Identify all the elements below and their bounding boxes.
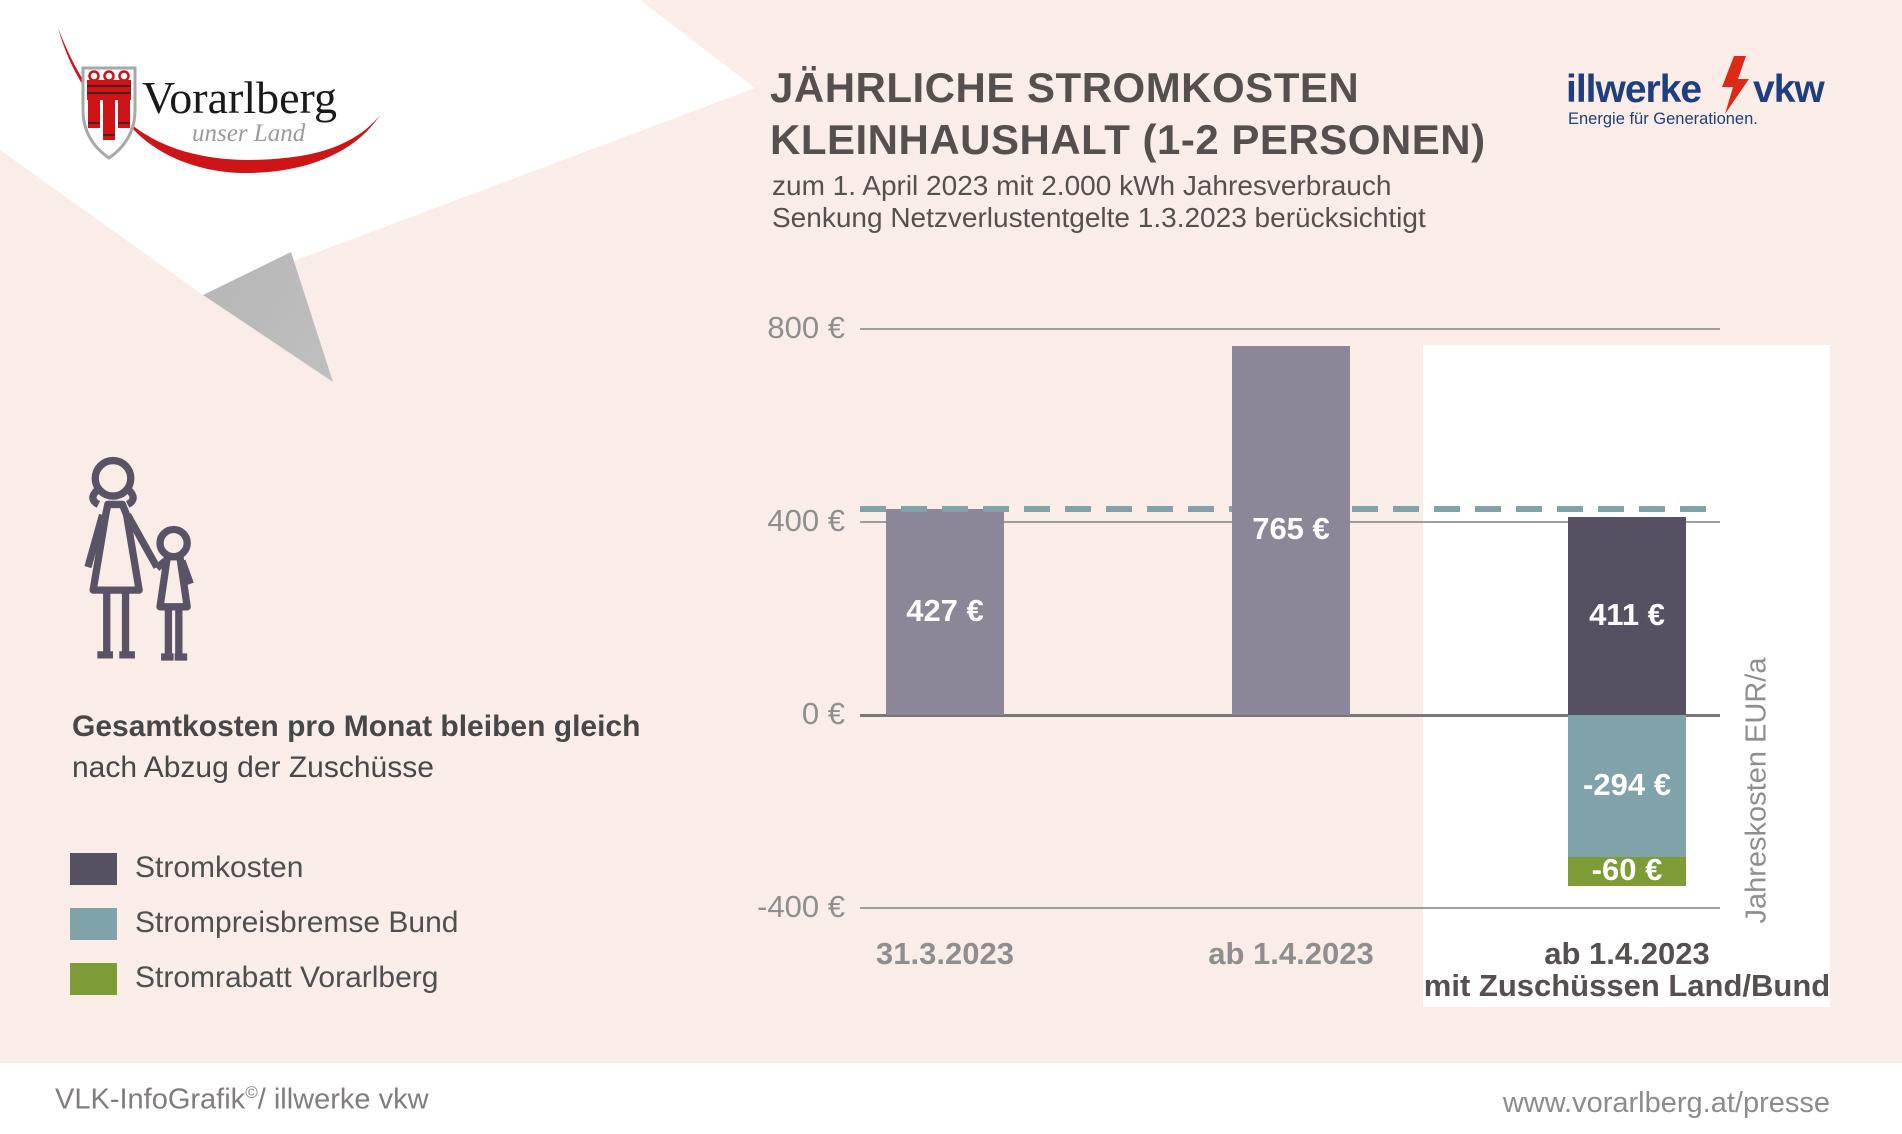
illwerke-logo-text: illwerke: [1566, 68, 1702, 111]
gridline--400: [860, 907, 1720, 909]
legend-label-2: Strompreisbremse Bund: [135, 906, 459, 939]
x-category-label: ab 1.4.2023: [1208, 936, 1374, 971]
vorarlberg-logo: Vorarlberg unser Land: [58, 28, 380, 174]
bar-value-label: 765 €: [1252, 511, 1330, 547]
legend-swatch-1: [70, 853, 117, 885]
y-tick-label--400: -400 €: [757, 889, 845, 924]
footer-credit-main: VLK-InfoGrafik: [55, 1083, 246, 1116]
bar-value-label: 427 €: [906, 592, 984, 628]
footer-url: www.vorarlberg.at/presse: [1502, 1087, 1830, 1119]
bar-segment: [886, 508, 1004, 715]
bar-segment: [1568, 516, 1686, 715]
gridline-800: [860, 328, 1720, 330]
copyright-symbol: ©: [245, 1083, 258, 1102]
page-title-line2: KLEINHAUSHALT (1-2 PERSONEN): [770, 116, 1486, 163]
legend-swatch-2: [70, 908, 117, 940]
mother-child-icon: [84, 456, 194, 661]
x-category-label: mit Zuschüssen Land/Bund: [1423, 968, 1831, 1003]
y-tick-label-800: 800 €: [767, 310, 845, 345]
y-tick-label-400: 400 €: [767, 503, 845, 538]
vkw-logo-text: vkw: [1753, 68, 1825, 111]
footer-credit: VLK-InfoGrafik©/ illwerke vkw: [55, 1083, 429, 1117]
bar-value-label: -60 €: [1591, 852, 1663, 888]
page-subtitle-line1: zum 1. April 2023 mit 2.000 kWh Jahresve…: [772, 170, 1392, 201]
x-category-label: ab 1.4.2023: [1544, 936, 1710, 971]
note-regular: nach Abzug der Zuschüsse: [72, 751, 434, 784]
bar-value-label: 411 €: [1589, 596, 1665, 632]
legend-label-1: Stromkosten: [135, 851, 304, 884]
gridline-0: [860, 713, 1720, 717]
y-tick-label-0: 0 €: [801, 696, 845, 731]
page-subtitle-line2: Senkung Netzverlustentgelte 1.3.2023 ber…: [772, 202, 1426, 233]
lightning-bolt-icon: [1722, 56, 1749, 114]
vorarlberg-logo-wordmark: Vorarlberg: [142, 72, 337, 123]
logo-swoosh-main-icon: [124, 115, 380, 174]
legend-swatch-3: [70, 963, 117, 995]
footer-credit-rest: / illwerke vkw: [257, 1083, 429, 1116]
note-bold: Gesamtkosten pro Monat bleiben gleich: [72, 710, 641, 743]
footer-band: [0, 1063, 1902, 1134]
bar-segment: [1568, 856, 1686, 886]
page-title-line1: JÄHRLICHE STROMKOSTEN: [770, 64, 1360, 111]
bar-value-label: -294 €: [1583, 766, 1671, 802]
vorarlberg-logo-tagline: unser Land: [192, 120, 306, 147]
x-category-label: 31.3.2023: [876, 936, 1014, 971]
illwerke-logo-tagline: Energie für Generationen.: [1568, 110, 1758, 128]
vorarlberg-shield-icon: [81, 66, 137, 160]
legend-label-3: Stromrabatt Vorarlberg: [135, 961, 439, 994]
bar-segment: [1568, 715, 1686, 857]
bar-segment: [1232, 345, 1350, 715]
